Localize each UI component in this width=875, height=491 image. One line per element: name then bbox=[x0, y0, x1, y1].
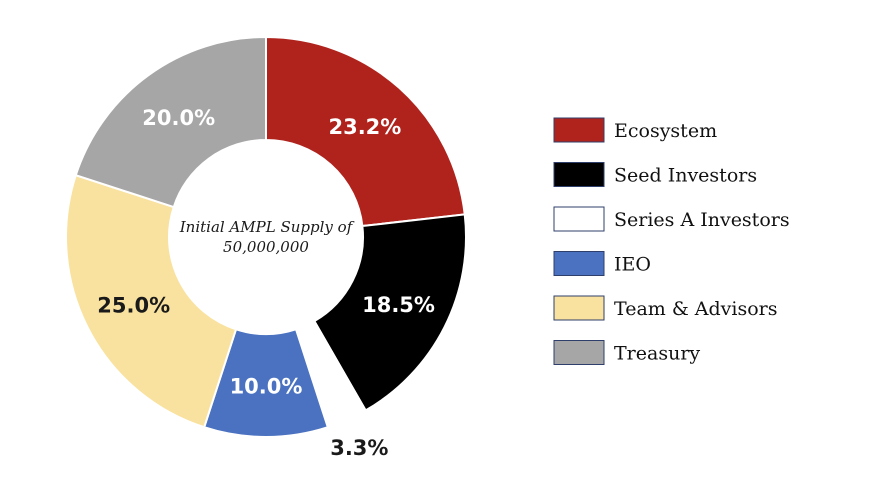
slice-team-and-advisors bbox=[65, 173, 238, 429]
legend-label-ecosystem: Ecosystem bbox=[614, 120, 717, 142]
legend-swatch-ecosystem bbox=[553, 117, 605, 143]
slice-label-ieo: 10.0% bbox=[230, 375, 303, 399]
legend-swatch-seed-investors bbox=[553, 162, 605, 187]
legend-label-ieo: IEO bbox=[614, 254, 651, 276]
legend-label-team-and-advisors: Team & Advisors bbox=[614, 298, 778, 320]
slice-label-team-and-advisors: 25.0% bbox=[97, 293, 170, 317]
legend-swatch-treasury bbox=[553, 340, 605, 365]
legend-swatch-series-a-investors bbox=[553, 206, 605, 232]
slice-label-treasury: 20.0% bbox=[142, 106, 215, 130]
legend-label-seed-investors: Seed Investors bbox=[614, 165, 757, 187]
center-label-line-2: 50,000,000 bbox=[223, 238, 309, 256]
slice-treasury bbox=[74, 35, 267, 209]
legend-label-series-a-investors: Series A Investors bbox=[614, 209, 790, 231]
legend: Ecosystem Seed Investors Series A Investor… bbox=[553, 117, 790, 365]
center-label-line-1: Initial AMPL Supply of bbox=[179, 218, 355, 236]
legend-swatch-team-and-advisors bbox=[553, 295, 605, 321]
slice-ecosystem bbox=[265, 35, 466, 228]
legend-label-treasury: Treasury bbox=[614, 343, 700, 365]
slice-label-seed-investors: 18.5% bbox=[362, 293, 435, 317]
slice-label-series-a-investors: 3.3% bbox=[330, 436, 388, 460]
legend-swatch-ieo bbox=[553, 251, 605, 276]
slice-seed-investors bbox=[312, 213, 467, 412]
slice-label-ecosystem: 23.2% bbox=[328, 115, 401, 139]
center-label: Initial AMPL Supply of 50,000,000 bbox=[179, 218, 355, 256]
